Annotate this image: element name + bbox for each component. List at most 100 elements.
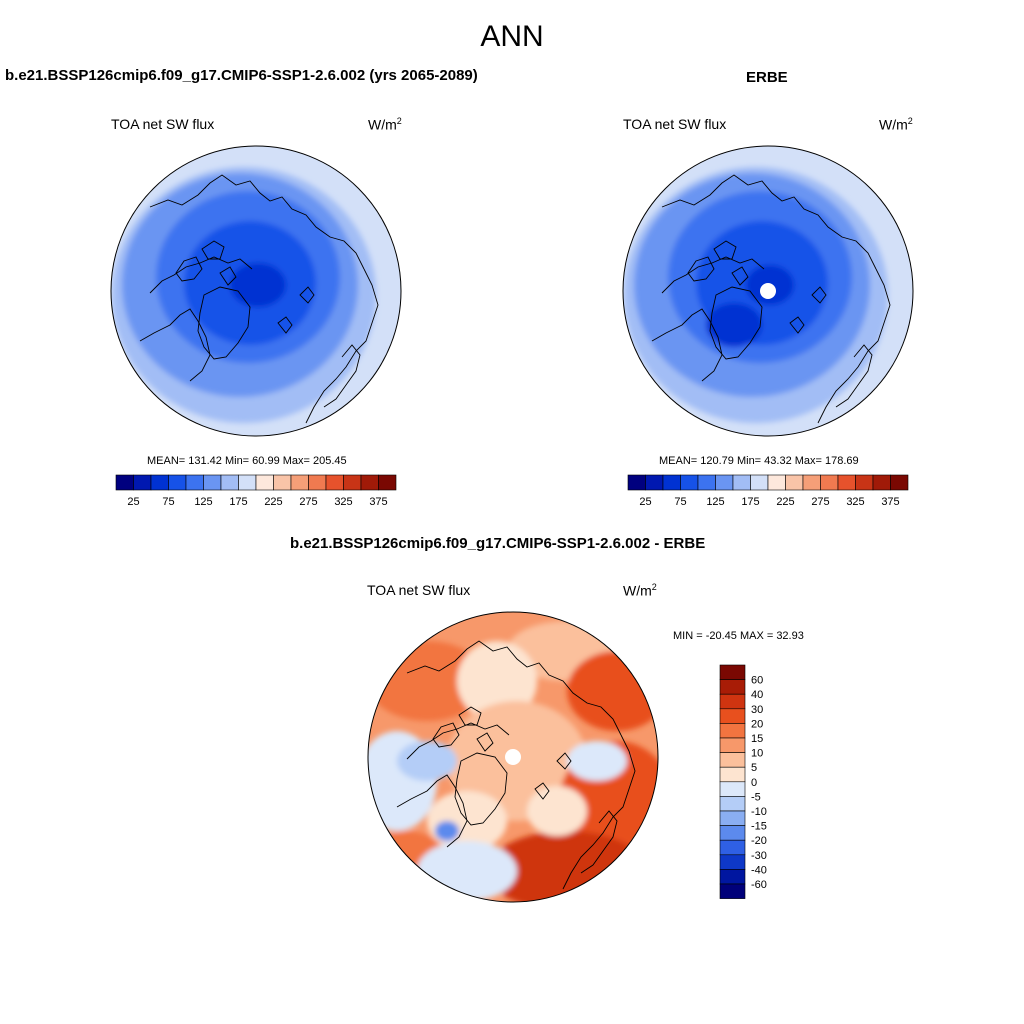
panel-2-colorbar-box	[786, 475, 804, 490]
panel-2-colorbar-box	[716, 475, 734, 490]
panel-3-title: b.e21.BSSP126cmip6.f09_g17.CMIP6-SSP1-2.…	[290, 535, 705, 552]
panel-3-colorbar-tick-label: 5	[751, 762, 757, 774]
panel-2-colorbar-box	[768, 475, 786, 490]
panel-2-colorbar-box	[873, 475, 891, 490]
panel-1-colorbar-tick-label: 375	[369, 496, 387, 508]
panel-2-colorbar-tick-label: 275	[811, 496, 829, 508]
panel-2-units: W/m2	[879, 116, 913, 133]
panel-2-colorbar-box	[646, 475, 664, 490]
panel-3-colorbar-tick-label: 30	[751, 704, 763, 716]
field-fill	[417, 841, 517, 901]
panel-2-colorbar: 25 75 125 175 225 275 325 375	[628, 475, 909, 515]
panel-3-colorbar-box	[720, 884, 745, 899]
panel-1-colorbar-tick-label: 325	[334, 496, 352, 508]
panel-1-colorbar: 25 75 125 175 225 275 325 375	[116, 475, 397, 515]
panel-1-colorbar-box	[326, 475, 344, 490]
panel-1-colorbar-box	[186, 475, 204, 490]
panel-3-colorbar-box	[720, 665, 745, 680]
panel-1-units: W/m2	[368, 116, 402, 133]
panel-3-colorbar-tick-label: -10	[751, 806, 767, 818]
panel-2-variable: TOA net SW flux	[623, 116, 726, 132]
panel-3-colorbar-tick-label: 20	[751, 718, 763, 730]
panel-1-colorbar-tick-label: 175	[229, 496, 247, 508]
panel-1-colorbar-box	[116, 475, 134, 490]
panel-1-colorbar-tick-label: 225	[264, 496, 282, 508]
panel-1-map	[110, 145, 402, 437]
panel-2-title: ERBE	[746, 69, 788, 86]
panel-2-colorbar-box	[838, 475, 856, 490]
panel-2-colorbar-tick-label: 325	[846, 496, 864, 508]
panel-2-colorbar-box	[663, 475, 681, 490]
panel-3-colorbar-box	[720, 840, 745, 855]
panel-2-colorbar-box	[803, 475, 821, 490]
panel-2-colorbar-box	[891, 475, 909, 490]
panel-1-colorbar-tick-label: 75	[162, 496, 174, 508]
panel-3-colorbar-box	[720, 694, 745, 709]
panel-3-colorbar-box	[720, 811, 745, 826]
panel-3-units: W/m2	[623, 582, 657, 599]
panel-3-colorbar-box	[720, 709, 745, 724]
field-fill	[567, 741, 627, 781]
panel-2-stats: MEAN= 120.79 Min= 43.32 Max= 178.69	[659, 455, 859, 467]
panel-1-colorbar-box	[291, 475, 309, 490]
pole-missing-data	[505, 749, 521, 765]
field-fill	[435, 821, 459, 841]
panel-2-colorbar-tick-label: 225	[776, 496, 794, 508]
panel-3-colorbar-tick-label: 60	[751, 675, 763, 687]
panel-3-colorbar-box	[720, 796, 745, 811]
panel-1-colorbar-box	[169, 475, 187, 490]
panel-3-colorbar: 60 40 30 20 15 10 5 0 -5 -10 -15 -20 -30 -40 -60	[720, 665, 780, 905]
panel-1-colorbar-box	[361, 475, 379, 490]
panel-3-colorbar-tick-label: -30	[751, 850, 767, 862]
panel-3-colorbar-tick-label: -5	[751, 791, 761, 803]
panel-1-colorbar-box	[204, 475, 222, 490]
panel-3-variable: TOA net SW flux	[367, 582, 470, 598]
field-fill	[567, 651, 667, 731]
panel-1-colorbar-box	[274, 475, 292, 490]
panel-1-colorbar-tick-label: 25	[127, 496, 139, 508]
field-fill	[234, 265, 282, 305]
panel-2-colorbar-box	[856, 475, 874, 490]
panel-1-colorbar-box	[221, 475, 239, 490]
panel-1-colorbar-box	[256, 475, 274, 490]
panel-3-colorbar-box	[720, 826, 745, 841]
panel-3-map	[367, 611, 659, 903]
panel-1-colorbar-box	[239, 475, 257, 490]
panel-3-colorbar-box	[720, 738, 745, 753]
panel-1-variable: TOA net SW flux	[111, 116, 214, 132]
panel-2-colorbar-box	[628, 475, 646, 490]
panel-3-colorbar-tick-label: -20	[751, 835, 767, 847]
figure-season-title: ANN	[0, 20, 1024, 54]
panel-3-colorbar-box	[720, 680, 745, 695]
field-fill	[706, 303, 762, 347]
pole-missing-data	[760, 283, 776, 299]
panel-2-colorbar-box	[698, 475, 716, 490]
panel-3-colorbar-tick-label: -40	[751, 864, 767, 876]
panel-2-map	[622, 145, 914, 437]
panel-3-colorbar-box	[720, 855, 745, 870]
panel-3-stats: MIN = -20.45 MAX = 32.93	[673, 630, 804, 642]
panel-1-colorbar-tick-label: 275	[299, 496, 317, 508]
panel-1-title: b.e21.BSSP126cmip6.f09_g17.CMIP6-SSP1-2.…	[5, 67, 478, 84]
panel-3-colorbar-box	[720, 767, 745, 782]
panel-2-colorbar-tick-label: 75	[674, 496, 686, 508]
panel-2-colorbar-tick-label: 175	[741, 496, 759, 508]
panel-3-colorbar-box	[720, 869, 745, 884]
panel-3-colorbar-box	[720, 782, 745, 797]
panel-3-colorbar-tick-label: -15	[751, 821, 767, 833]
panel-3-colorbar-tick-label: 40	[751, 689, 763, 701]
panel-2-colorbar-tick-label: 375	[881, 496, 899, 508]
panel-2-colorbar-box	[733, 475, 751, 490]
panel-1-colorbar-box	[344, 475, 362, 490]
panel-2-colorbar-tick-label: 25	[639, 496, 651, 508]
panel-3-colorbar-tick-label: 10	[751, 748, 763, 760]
panel-1-colorbar-box	[134, 475, 152, 490]
panel-1-colorbar-box	[379, 475, 397, 490]
panel-2-colorbar-box	[751, 475, 769, 490]
panel-3-colorbar-box	[720, 723, 745, 738]
panel-1-colorbar-box	[151, 475, 169, 490]
panel-1-stats: MEAN= 131.42 Min= 60.99 Max= 205.45	[147, 455, 347, 467]
panel-3-colorbar-box	[720, 753, 745, 768]
panel-1-colorbar-tick-label: 125	[194, 496, 212, 508]
panel-2-colorbar-box	[821, 475, 839, 490]
